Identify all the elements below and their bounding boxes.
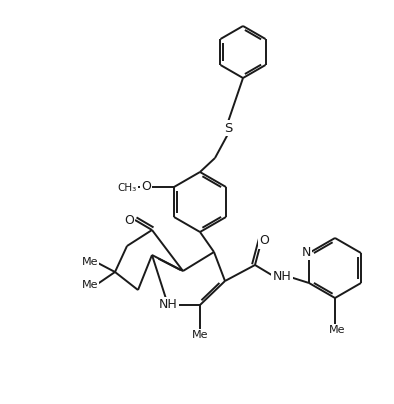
Text: NH: NH [159,299,177,311]
Text: NH: NH [273,271,292,284]
Text: Me: Me [82,280,98,290]
Text: N: N [301,246,311,259]
Text: Me: Me [82,257,98,267]
Text: O: O [259,234,269,248]
Text: O: O [141,181,151,194]
Text: Me: Me [192,330,208,340]
Text: S: S [224,122,232,135]
Text: CH₃: CH₃ [117,183,137,193]
Text: O: O [124,213,134,227]
Text: Me: Me [329,325,345,335]
